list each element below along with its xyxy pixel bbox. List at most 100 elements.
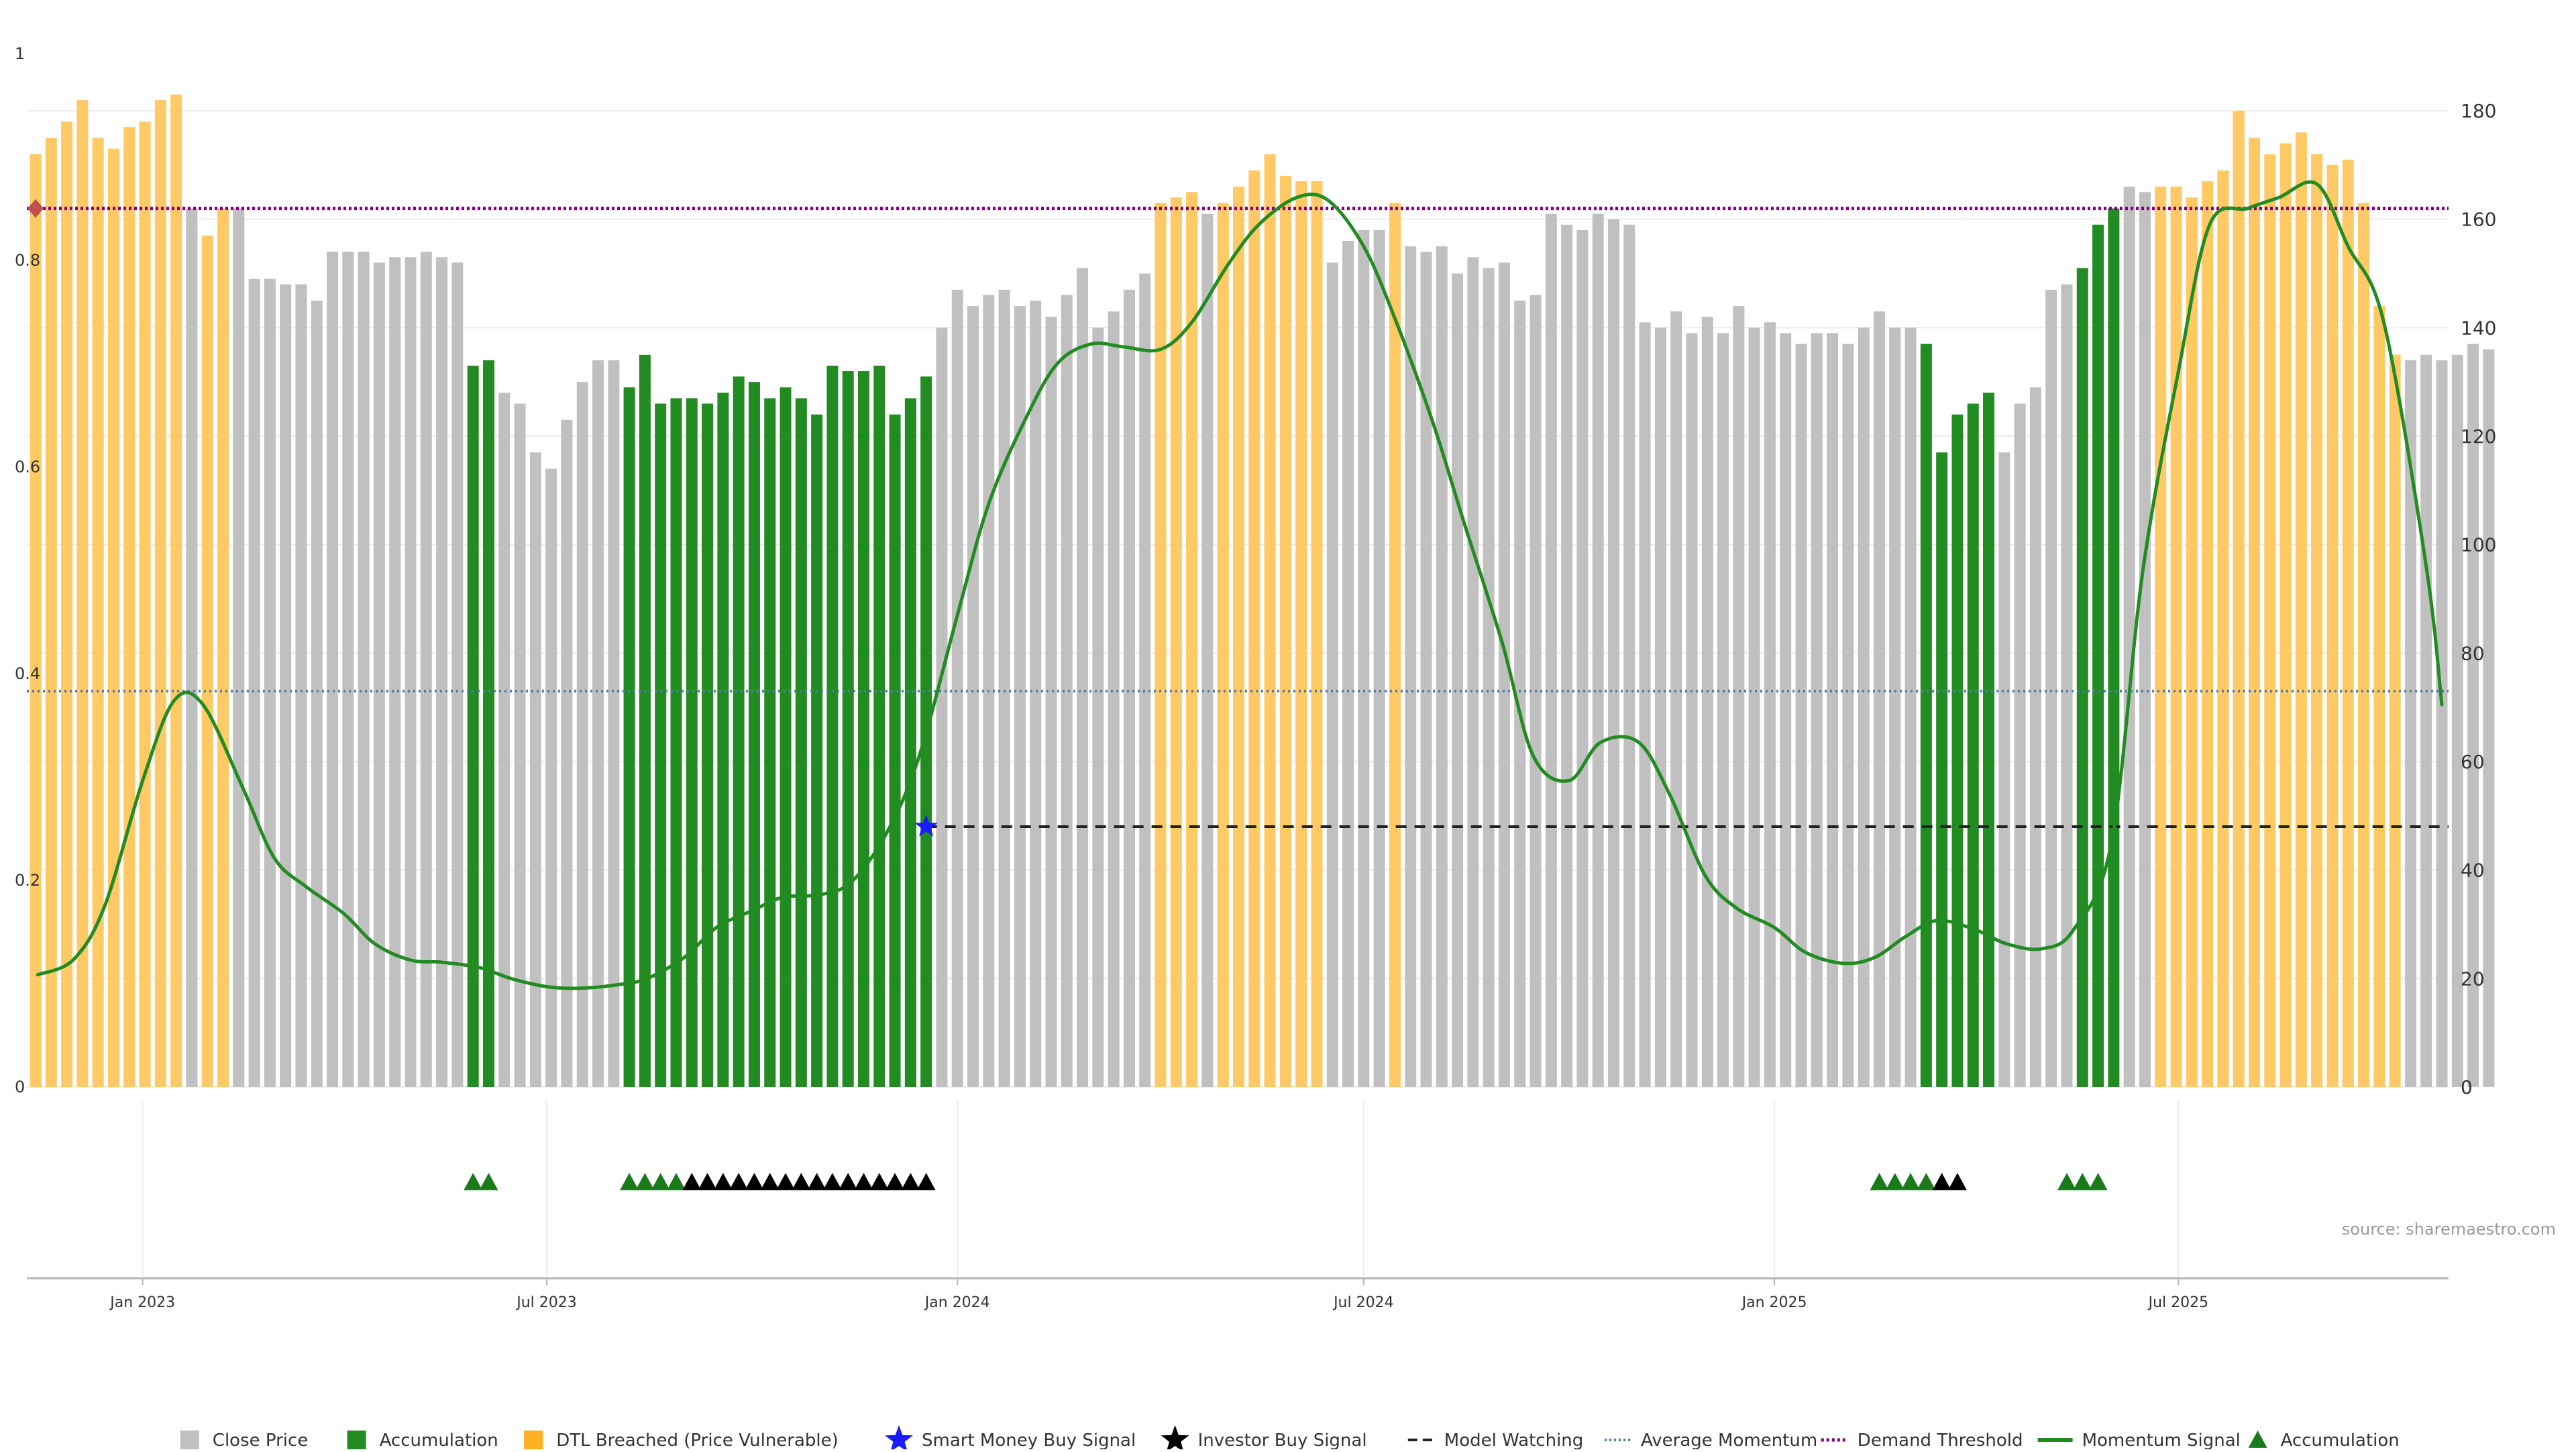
investor-signal-triangle-13 [885, 1173, 905, 1190]
close-price-bar-112 [1780, 333, 1792, 1087]
x-axis-tick-label: Jan 2023 [109, 1294, 175, 1311]
close-price-bar-153 [2420, 354, 2432, 1087]
accumulation-bar-28 [467, 365, 479, 1087]
dtl-bar-150 [2373, 306, 2385, 1088]
close-price-bar-152 [2404, 360, 2416, 1088]
dtl-bar-11 [201, 235, 213, 1087]
left-axis-tick-label: 0 [15, 1078, 25, 1096]
accumulation-bar-131 [2076, 268, 2088, 1087]
dtl-bar-9 [170, 94, 182, 1088]
dtl-bar-143 [2264, 154, 2276, 1087]
investor-signal-triangle-10 [839, 1173, 858, 1190]
close-price-bar-17 [295, 284, 307, 1087]
left-axis-tick-label: 0.4 [15, 664, 40, 683]
investor-signal-triangle-1 [698, 1173, 717, 1190]
right-axis-tick-label: 100 [2461, 534, 2496, 556]
close-price-bar-88 [1405, 246, 1417, 1087]
dtl-bar-79 [1264, 154, 1276, 1087]
close-price-bar-32 [529, 452, 541, 1087]
legend-label: Average Momentum [1641, 1431, 1817, 1449]
bars [30, 94, 2495, 1088]
dtl-bar-1 [45, 138, 57, 1088]
signal-strip [464, 1173, 2108, 1190]
accumulation-bar-51 [826, 365, 839, 1087]
close-price-bar-27 [451, 262, 464, 1088]
legend-label: Close Price [213, 1431, 309, 1449]
smart-money-buy-star [914, 815, 938, 837]
left-axis-tick-label: 0.2 [15, 871, 40, 890]
investor-signal-triangle-15 [916, 1173, 936, 1190]
dtl-bar-138 [2186, 197, 2198, 1087]
close-price-bar-37 [608, 360, 620, 1088]
investor-signal-triangle-16 [1932, 1173, 1951, 1190]
close-price-bar-113 [1795, 344, 1807, 1087]
dtl-bar-6 [123, 127, 136, 1088]
investor-signal-triangle-12 [869, 1173, 889, 1190]
dtl-bar-151 [2389, 354, 2401, 1087]
dtl-bar-81 [1295, 181, 1307, 1088]
close-price-bar-58 [936, 327, 948, 1087]
accumulation-signal-triangle-7 [1885, 1173, 1904, 1190]
accumulation-bar-53 [857, 371, 869, 1087]
demand-threshold-marker [28, 199, 44, 218]
dtl-bar-72 [1155, 203, 1167, 1087]
close-price-bar-104 [1654, 327, 1666, 1087]
accumulation-bar-43 [702, 403, 714, 1087]
right-axis-tick-label: 0 [2461, 1076, 2473, 1098]
dtl-bar-3 [76, 99, 89, 1088]
close-price-bar-15 [264, 278, 276, 1087]
dtl-bar-139 [2202, 181, 2214, 1088]
investor-signal-triangle-4 [745, 1173, 764, 1190]
right-axis-tick-label: 40 [2461, 860, 2485, 882]
left-axis-tick-label: 0.8 [15, 251, 40, 270]
accumulation-bar-121 [1920, 344, 1932, 1087]
momentum-signal-line [36, 180, 2444, 990]
close-price-bar-59 [951, 289, 963, 1087]
accumulation-bar-40 [655, 403, 667, 1087]
close-price-bar-16 [280, 284, 292, 1087]
accumulation-signal-triangle-1 [479, 1173, 498, 1190]
legend-item-9: Accumulation [2248, 1431, 2400, 1451]
axes: 0 20 40 60 80 100 120 140 160 180 0 0.2 0.4 0.6 0.8 1 Ja… [15, 44, 2496, 1311]
close-price-bar-109 [1733, 306, 1745, 1088]
legend-label: Smart Money Buy Signal [922, 1431, 1136, 1449]
legend-item-0: Close Price [180, 1431, 309, 1451]
dtl-bar-87 [1389, 203, 1401, 1087]
right-axis-tick-label: 160 [2461, 209, 2496, 231]
close-price-bar-71 [1139, 273, 1151, 1088]
legend-item-1: Accumulation [347, 1431, 498, 1451]
close-price-bar-65 [1045, 317, 1057, 1087]
legend-label: Accumulation [380, 1431, 498, 1449]
close-price-bar-35 [576, 382, 588, 1087]
right-axis-tick-label: 60 [2461, 751, 2485, 773]
close-price-bar-102 [1623, 224, 1635, 1088]
dtl-bar-73 [1170, 197, 1182, 1087]
legend-item-8: Momentum Signal [2037, 1431, 2241, 1451]
close-price-bar-129 [2045, 289, 2057, 1087]
dtl-bar-146 [2311, 154, 2323, 1087]
x-axis-tick-label: Jul 2025 [2147, 1294, 2209, 1311]
close-price-bar-117 [1858, 327, 1870, 1087]
dtl-bar-140 [2217, 170, 2229, 1088]
close-price-bar-67 [1077, 268, 1089, 1087]
close-price-bar-85 [1358, 229, 1370, 1087]
accumulation-bar-125 [1983, 393, 1995, 1087]
right-axis-tick-label: 180 [2461, 100, 2496, 122]
close-price-bar-134 [2123, 187, 2135, 1088]
dtl-bar-78 [1248, 170, 1260, 1088]
close-price-bar-114 [1811, 333, 1823, 1087]
accumulation-bar-29 [482, 360, 494, 1088]
investor-signal-triangle-0 [682, 1173, 702, 1190]
dtl-bar-144 [2279, 143, 2292, 1087]
accumulation-bar-48 [780, 387, 792, 1088]
accumulation-bar-49 [795, 398, 807, 1088]
close-price-bar-36 [592, 360, 604, 1088]
close-price-bar-26 [436, 257, 448, 1088]
close-price-bar-116 [1842, 344, 1854, 1087]
accumulation-bar-55 [889, 414, 901, 1087]
close-price-bar-99 [1576, 229, 1589, 1087]
investor-signal-triangle-9 [822, 1173, 842, 1190]
close-price-bar-110 [1748, 327, 1760, 1087]
dtl-bar-149 [2358, 203, 2370, 1087]
accumulation-signal-triangle-10 [2057, 1173, 2076, 1190]
